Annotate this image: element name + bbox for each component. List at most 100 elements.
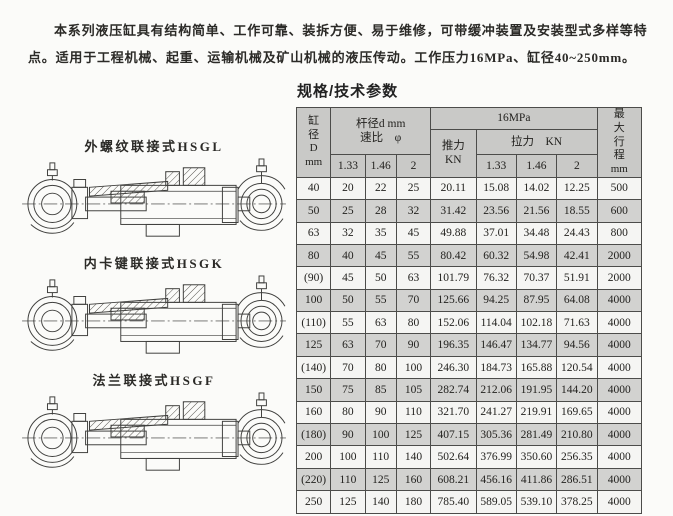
figure-hsgk: 内卡键联接式HSGK xyxy=(12,253,296,361)
table-cell: 24.43 xyxy=(556,221,598,245)
table-cell: 37.01 xyxy=(475,221,517,245)
table-row: (220) 110 125 160 608.21 456.16 411.86 286.51 40… xyxy=(295,467,643,492)
table-cell: 4000 xyxy=(596,490,643,514)
table-cell: 55 xyxy=(330,311,366,335)
table-cell: 140 xyxy=(395,445,432,469)
table-cell: 4000 xyxy=(596,355,643,380)
header-rod-ratio: 1.46 xyxy=(364,153,397,178)
table-cell: 219.91 xyxy=(515,400,558,425)
header-rod-ratio: 1.33 xyxy=(330,153,366,178)
table-cell: 34.48 xyxy=(515,221,558,245)
table-cell: 70 xyxy=(395,288,432,313)
table-cell: 55 xyxy=(364,288,397,313)
spec-table-body: 40 20 22 25 20.11 15.08 14.02 12.25 500 50 25 28 32 3… xyxy=(295,176,643,514)
table-row: 63 32 35 45 49.88 37.01 34.48 24.43 800 xyxy=(295,221,643,245)
table-cell: 4000 xyxy=(596,311,643,335)
table-cell: 180 xyxy=(395,490,432,514)
table-cell: 75 xyxy=(330,378,366,402)
table-cell: 110 xyxy=(330,467,366,492)
table-cell: 90 xyxy=(364,400,397,425)
table-cell: 40 xyxy=(295,176,332,201)
table-cell: 100 xyxy=(395,355,432,380)
table-row: 160 80 90 110 321.70 241.27 219.91 169.65 4000 xyxy=(295,400,643,425)
header-pressure-16mpa: 16MPa xyxy=(430,107,598,130)
table-cell: (180) xyxy=(295,423,332,447)
table-cell: 63 xyxy=(395,266,432,290)
cylinder-cross-section-drawing xyxy=(18,275,290,361)
table-cell: 63 xyxy=(364,311,397,335)
table-title: 规格/技术参数 xyxy=(297,83,399,100)
table-cell: 110 xyxy=(395,400,432,425)
table-row: 40 20 22 25 20.11 15.08 14.02 12.25 500 xyxy=(295,176,643,201)
table-cell: 125 xyxy=(395,423,432,447)
table-header: 缸 径 D mm 杆径d mm 速比 φ 16MPa 最 大 行 程 mm 推力… xyxy=(295,107,643,178)
table-cell: 94.56 xyxy=(556,333,598,357)
table-cell: 85 xyxy=(364,378,397,402)
table-cell: 101.79 xyxy=(430,266,477,290)
header-rod-ratio: 2 xyxy=(395,153,432,178)
table-cell: 90 xyxy=(330,423,366,447)
table-cell: 100 xyxy=(364,423,397,447)
table-row: 125 63 70 90 196.35 146.47 134.77 94.56 4000 xyxy=(295,333,643,357)
table-cell: 4000 xyxy=(596,333,643,357)
table-cell: 32 xyxy=(330,221,366,245)
table-cell: 120.54 xyxy=(556,355,598,380)
table-cell: 785.40 xyxy=(430,490,477,514)
spec-section: 规格/技术参数 缸 径 D mm 杆径d mm 速比 φ 16MPa 最 大 行… xyxy=(295,80,643,514)
header-max-stroke: 最 大 行 程 mm xyxy=(596,107,643,178)
table-cell: 321.70 xyxy=(430,400,477,425)
table-cell: 80 xyxy=(295,243,332,268)
table-cell: 196.35 xyxy=(430,333,477,357)
table-cell: 63 xyxy=(330,333,366,357)
header-pull-ratio: 1.46 xyxy=(515,153,558,178)
table-cell: 51.91 xyxy=(556,266,598,290)
table-cell: 4000 xyxy=(596,400,643,425)
table-cell: 80 xyxy=(364,355,397,380)
table-cell: 20 xyxy=(330,176,366,201)
table-cell: (90) xyxy=(295,266,332,290)
table-cell: 15.08 xyxy=(475,176,517,201)
figure-label: 法兰联接式HSGF xyxy=(92,373,216,388)
table-cell: 14.02 xyxy=(515,176,558,201)
table-cell: 160 xyxy=(295,400,332,425)
table-cell: 125.66 xyxy=(430,288,477,313)
table-cell: 4000 xyxy=(596,423,643,447)
table-cell: 2000 xyxy=(596,266,643,290)
table-cell: 45 xyxy=(330,266,366,290)
table-cell: 49.88 xyxy=(430,221,477,245)
figure-hsgl: 外螺纹联接式HSGL xyxy=(12,136,296,244)
table-row: 200 100 110 140 502.64 376.99 350.60 256.35 4000 xyxy=(295,445,643,469)
table-cell: 80.42 xyxy=(430,243,477,268)
table-cell: 32 xyxy=(395,199,432,223)
table-cell: 600 xyxy=(596,199,643,223)
table-cell: 146.47 xyxy=(475,333,517,357)
table-cell: 608.21 xyxy=(430,467,477,492)
table-cell: 114.04 xyxy=(475,311,517,335)
table-cell: 102.18 xyxy=(515,311,558,335)
header-rod-diameter-ratio: 杆径d mm 速比 φ xyxy=(330,107,432,155)
table-cell: 212.06 xyxy=(475,378,517,402)
table-cell: 28 xyxy=(364,199,397,223)
table-cell: 50 xyxy=(330,288,366,313)
table-cell: 18.55 xyxy=(556,199,598,223)
figure-label: 内卡键联接式HSGK xyxy=(83,256,225,271)
table-cell: 256.35 xyxy=(556,445,598,469)
table-cell: 305.36 xyxy=(475,423,517,447)
table-cell: 31.42 xyxy=(430,199,477,223)
header-pull-ratio: 2 xyxy=(556,153,598,178)
cylinder-cross-section-drawing xyxy=(18,392,290,478)
table-cell: 286.51 xyxy=(556,467,598,492)
table-cell: 64.08 xyxy=(556,288,598,313)
table-cell: 241.27 xyxy=(475,400,517,425)
table-cell: 25 xyxy=(330,199,366,223)
table-row: 100 50 55 70 125.66 94.25 87.95 64.08 4000 xyxy=(295,288,643,313)
cylinder-cross-section-drawing xyxy=(18,158,290,244)
table-cell: 125 xyxy=(295,333,332,357)
table-cell: 12.25 xyxy=(556,176,598,201)
table-cell: 100 xyxy=(295,288,332,313)
table-row: (180) 90 100 125 407.15 305.36 281.49 210.80 400… xyxy=(295,423,643,447)
table-cell: 150 xyxy=(295,378,332,402)
table-cell: 63 xyxy=(295,221,332,245)
header-bore-diameter: 缸 径 D mm xyxy=(295,107,332,178)
